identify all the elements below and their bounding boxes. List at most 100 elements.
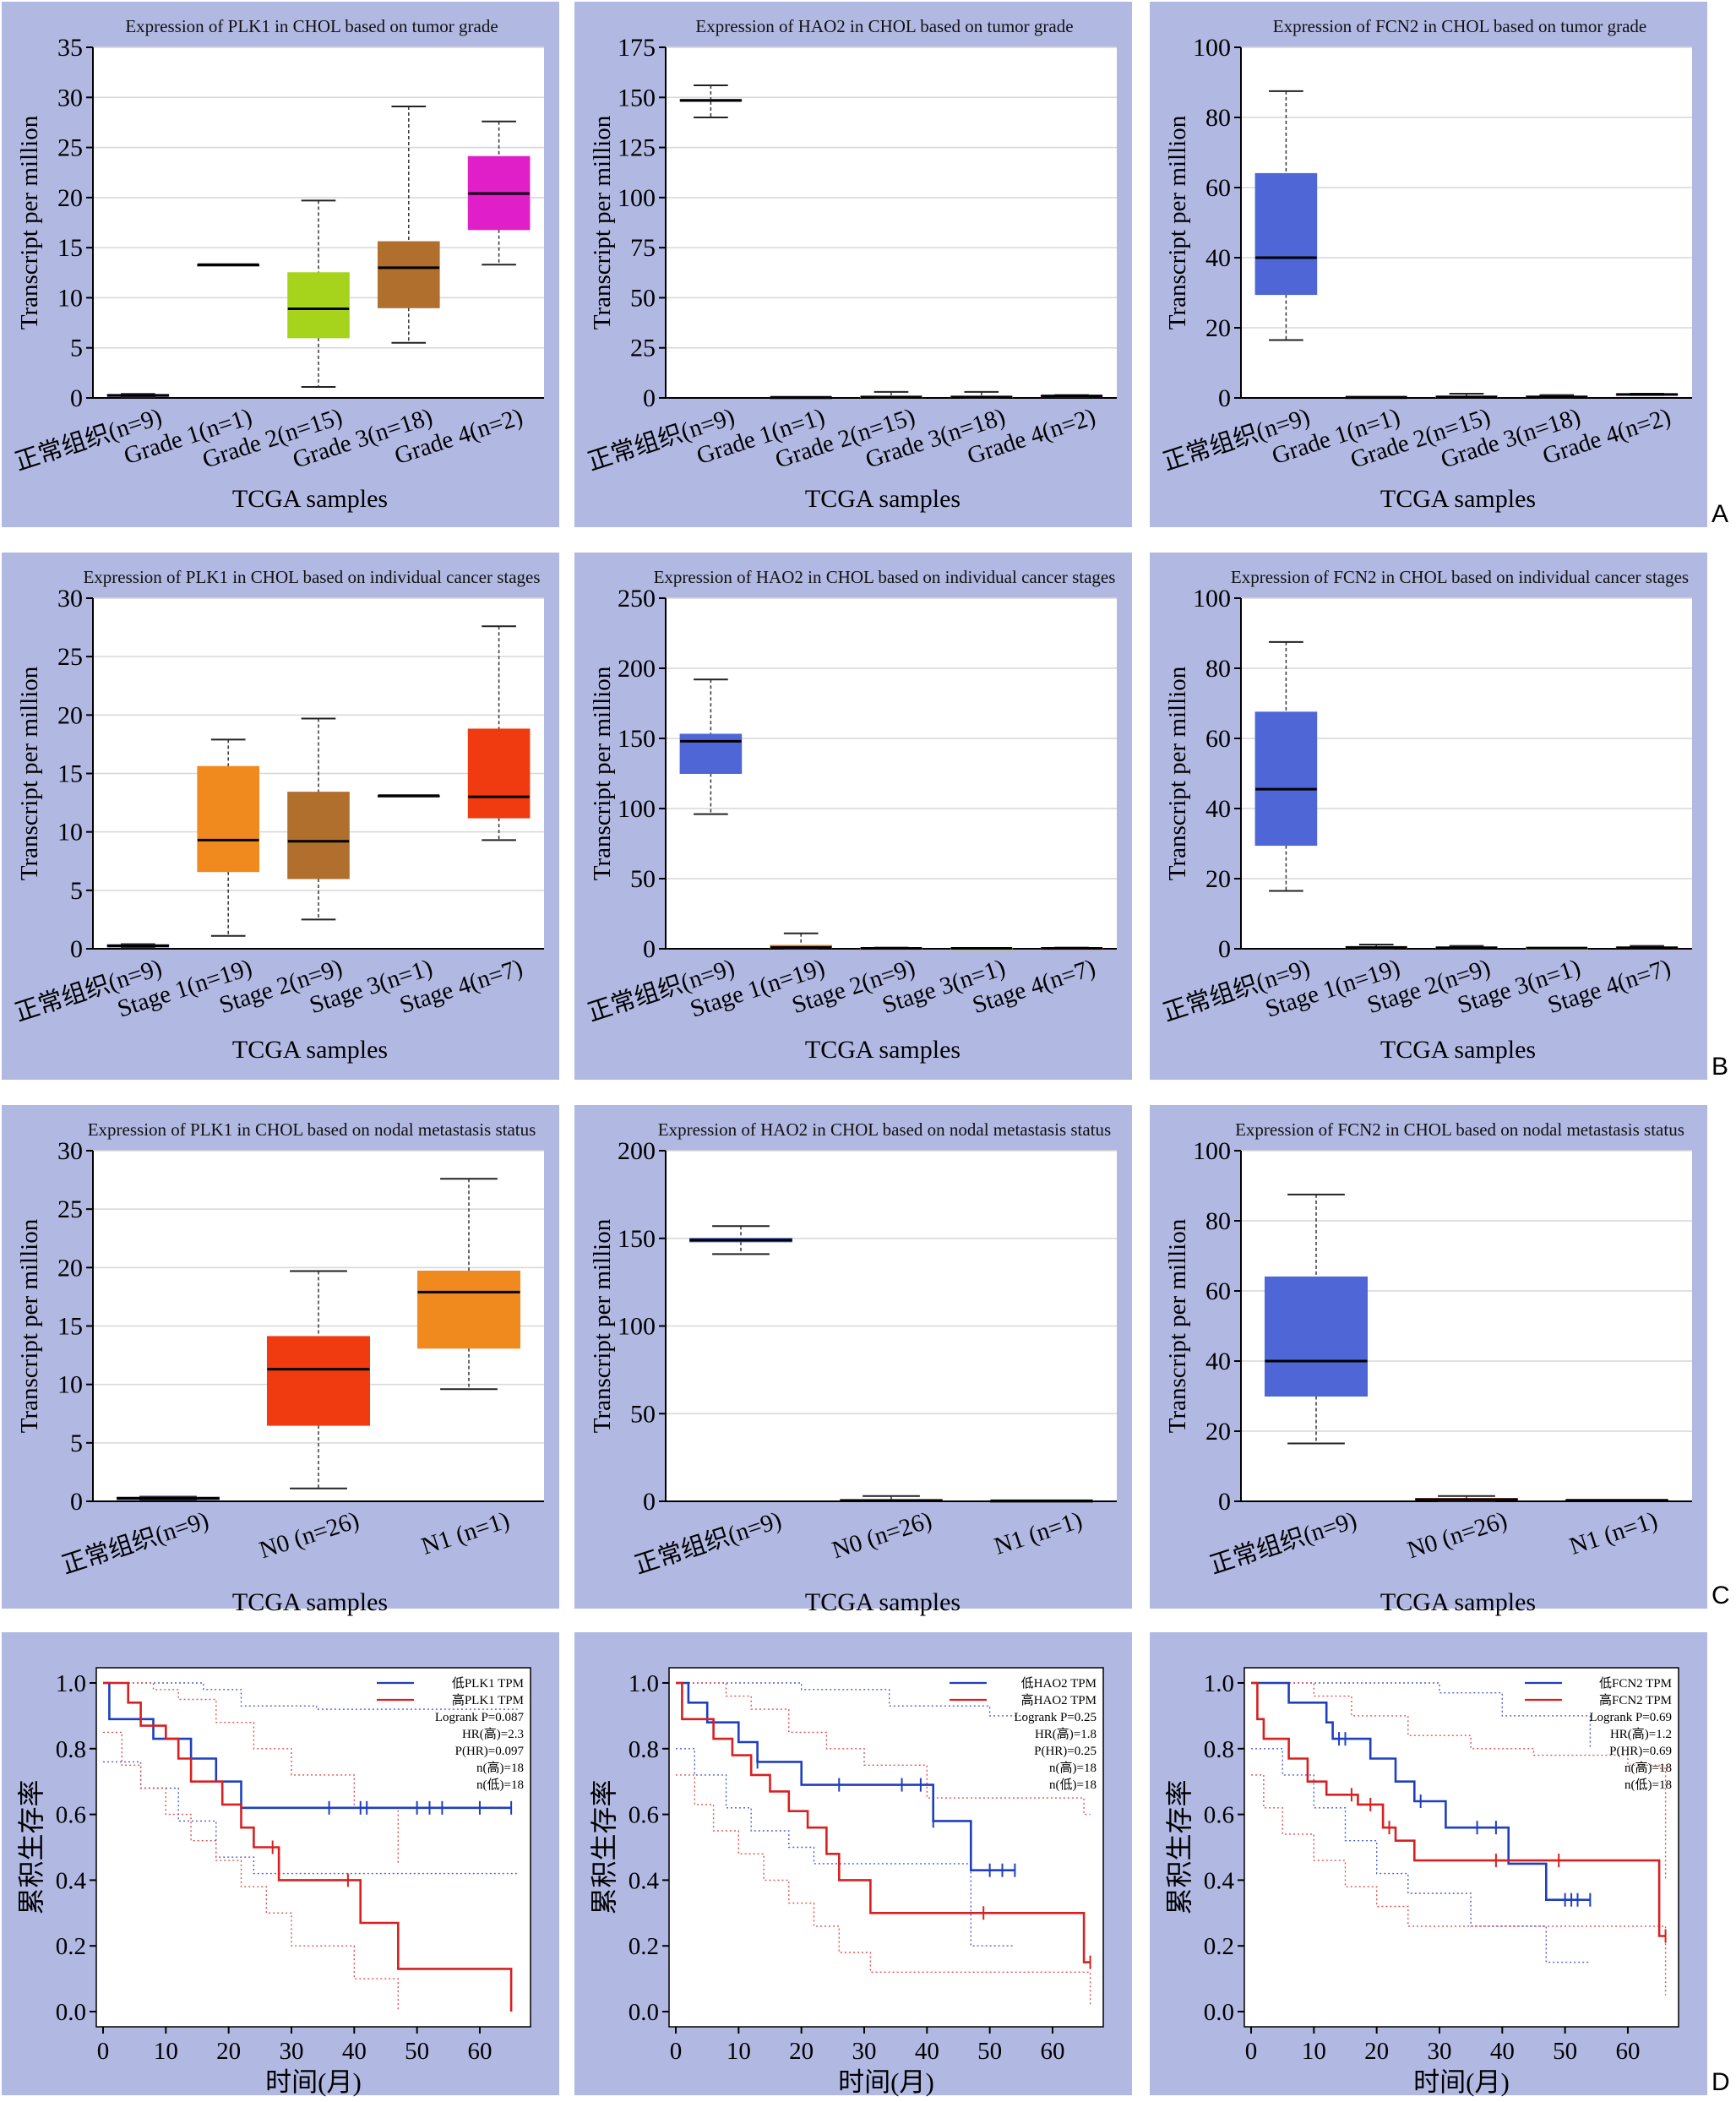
y-tick-label: 0	[70, 384, 83, 412]
legend-entry: Logrank P=0.087	[435, 1711, 525, 1724]
confidence-band-line	[103, 1682, 399, 1864]
y-tick-label: 15	[57, 1313, 83, 1341]
y-tick-label: 40	[1205, 795, 1231, 823]
legend-entry: n(低)=18	[476, 1778, 524, 1792]
y-axis-label: 累积生存率	[589, 1779, 619, 1914]
y-tick-label: 100	[618, 184, 656, 212]
y-tick-label: 25	[57, 643, 83, 671]
survival-curve-low	[676, 1681, 1015, 1871]
y-tick-label: 0.4	[1204, 1867, 1235, 1894]
x-tick-label: 30	[852, 2038, 876, 2065]
chart-title: Expression of FCN2 in CHOL based on noda…	[1235, 1119, 1684, 1140]
y-tick-label: 0.6	[1204, 1802, 1234, 1829]
y-tick-label: 80	[1205, 1207, 1231, 1235]
y-tick-label: 0	[1218, 384, 1231, 412]
chart-panel-1: Expression of PLK1 in CHOL based on tumo…	[2, 2, 559, 527]
x-tick-label: 20	[1364, 2038, 1389, 2065]
x-axis-label: 时间(月)	[265, 2067, 362, 2097]
chart-panel-7: Expression of PLK1 in CHOL based on noda…	[2, 1105, 559, 1616]
x-axis-label: TCGA samples	[1380, 1588, 1536, 1616]
legend-entry: P(HR)=0.25	[1034, 1745, 1097, 1758]
x-tick-label: 10	[1302, 2038, 1326, 2065]
chart-title: Expression of HAO2 in CHOL based on tumo…	[695, 16, 1073, 36]
y-tick-label: 20	[57, 701, 83, 729]
x-tick-label: 30	[1427, 2038, 1451, 2065]
y-tick-label: 25	[630, 335, 656, 362]
box	[467, 728, 531, 819]
survival-curve-high	[676, 1681, 1091, 1963]
y-tick-label: 0.8	[56, 1736, 86, 1763]
x-tick-label: 60	[467, 2038, 492, 2065]
confidence-band-line	[1251, 1682, 1592, 1749]
y-tick-label: 0.0	[629, 1999, 659, 2026]
y-tick-label: 1.0	[629, 1670, 659, 1697]
legend-entry: HR(高)=1.8	[1035, 1727, 1097, 1741]
y-tick-label: 100	[1193, 34, 1231, 62]
y-tick-label: 1.0	[1204, 1670, 1234, 1697]
y-tick-label: 0	[1218, 935, 1231, 963]
chart-panel-8: Expression of HAO2 in CHOL based on noda…	[574, 1105, 1132, 1616]
y-tick-label: 0	[70, 935, 83, 963]
confidence-band-line	[103, 1731, 399, 2012]
x-tick-label: 0	[670, 2038, 683, 2065]
plot-area	[1243, 1667, 1679, 2028]
chart-panel-9: Expression of FCN2 in CHOL based on noda…	[1150, 1105, 1707, 1616]
x-tick-label: 40	[342, 2038, 367, 2065]
confidence-band-line	[103, 1682, 518, 1710]
y-tick-label: 10	[57, 284, 83, 312]
chart-title: Expression of HAO2 in CHOL based on indi…	[654, 567, 1116, 587]
y-tick-label: 20	[1205, 314, 1231, 342]
y-tick-label: 100	[618, 1313, 656, 1341]
y-tick-label: 50	[630, 284, 656, 312]
confidence-band-line	[1251, 1748, 1591, 1963]
y-tick-label: 150	[618, 84, 656, 112]
y-tick-label: 150	[618, 1225, 656, 1253]
y-tick-label: 15	[57, 760, 83, 788]
x-axis-label: TCGA samples	[1380, 485, 1536, 513]
y-tick-label: 30	[57, 84, 83, 112]
y-axis-label: Transcript per million	[1164, 115, 1191, 329]
y-tick-label: 30	[57, 585, 83, 613]
panel-label: C	[1712, 1582, 1730, 1609]
y-tick-label: 20	[1205, 865, 1231, 893]
y-tick-label: 50	[630, 865, 656, 893]
x-tick-label: 50	[977, 2038, 1002, 2065]
legend-entry: HR(高)=2.3	[462, 1727, 524, 1741]
y-tick-label: 0	[643, 1488, 656, 1516]
box	[377, 241, 440, 308]
plot-area	[668, 1667, 1104, 2028]
chart-title: Expression of HAO2 in CHOL based on noda…	[658, 1119, 1111, 1140]
plot-area	[95, 1667, 531, 2028]
box	[1254, 711, 1318, 847]
y-tick-label: 10	[57, 819, 83, 847]
y-tick-label: 30	[57, 1137, 83, 1165]
x-axis-label: TCGA samples	[805, 485, 961, 513]
chart-panel-5: Expression of HAO2 in CHOL based on indi…	[574, 553, 1132, 1080]
y-axis-label: Transcript per million	[1164, 666, 1191, 880]
y-axis-label: Transcript per million	[1164, 1218, 1191, 1433]
box	[287, 272, 350, 339]
y-tick-label: 100	[618, 795, 656, 823]
x-tick-label: 20	[789, 2038, 814, 2065]
y-tick-label: 0.2	[1204, 1933, 1234, 1960]
legend-entry: n(低)=18	[1049, 1778, 1097, 1792]
confidence-band-line	[676, 1748, 1015, 1947]
chart-title: Expression of FCN2 in CHOL based on tumo…	[1273, 16, 1647, 36]
y-tick-label: 5	[70, 877, 83, 905]
y-tick-label: 200	[618, 655, 656, 683]
y-tick-label: 0.2	[629, 1933, 659, 1960]
x-axis-label: 时间(月)	[838, 2067, 934, 2097]
y-tick-label: 5	[70, 1429, 83, 1457]
y-tick-label: 20	[57, 1254, 83, 1282]
legend-entry: n(高)=18	[1049, 1761, 1097, 1775]
chart-panel-11: 0.0 0.2 0.4 0.6 0.8 1.0 0 10 20 30 40 50 60 累积生存率时间(月…	[574, 1632, 1132, 2097]
y-tick-label: 0.4	[56, 1867, 87, 1894]
legend-entry: 高FCN2 TPM	[1599, 1693, 1672, 1707]
chart-panel-10: 0.0 0.2 0.4 0.6 0.8 1.0 0 10 20 30 40 50 60 累积生存率时间(月…	[2, 1632, 559, 2097]
y-tick-label: 0.8	[629, 1736, 659, 1763]
y-tick-label: 40	[1205, 1348, 1231, 1375]
y-tick-label: 200	[618, 1137, 656, 1165]
y-tick-label: 0.2	[56, 1933, 86, 1960]
x-tick-label: 50	[1553, 2038, 1577, 2065]
